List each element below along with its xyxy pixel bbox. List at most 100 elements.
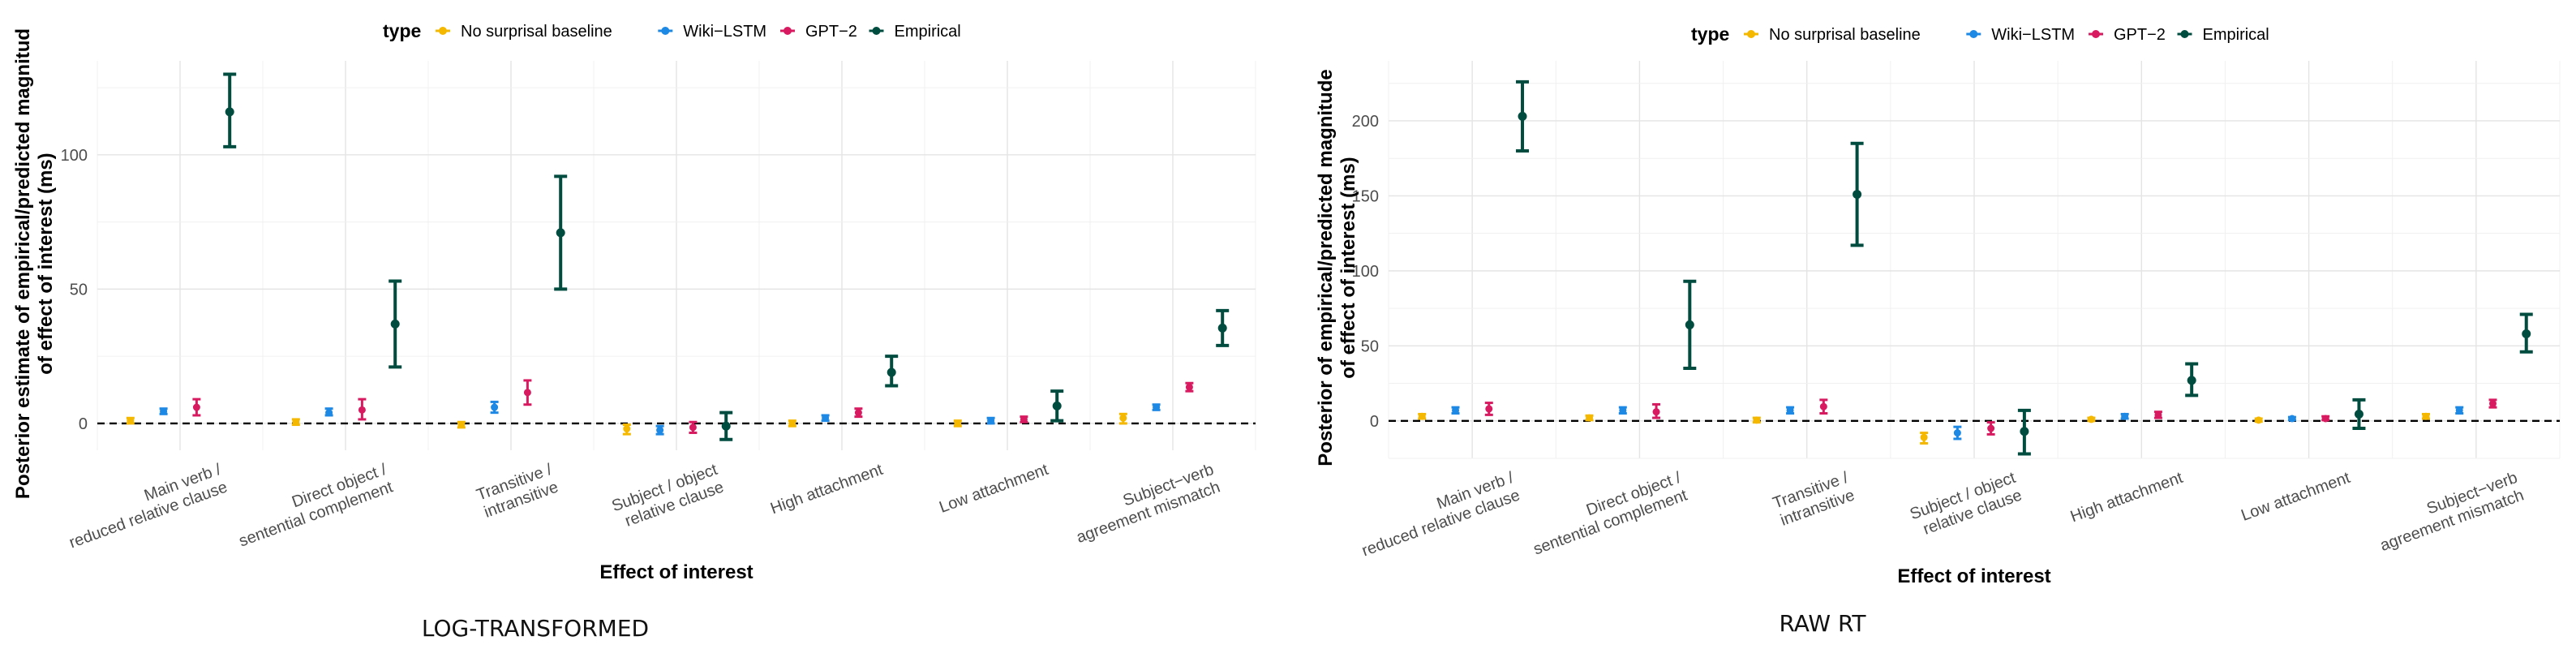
- legend-item: Empirical: [869, 23, 961, 41]
- legend-item: GPT−2: [2089, 26, 2166, 44]
- data-point: [1853, 190, 1862, 200]
- legend-key-dot: [2092, 30, 2100, 38]
- data-point: [2121, 412, 2129, 420]
- data-point: [1619, 406, 1627, 415]
- legend-key-dot: [784, 27, 792, 35]
- data-point: [721, 421, 731, 431]
- data-point: [822, 414, 830, 422]
- data-point: [788, 419, 796, 428]
- y-tick-label: 50: [70, 281, 88, 299]
- data-point: [1119, 414, 1127, 422]
- data-point: [2154, 410, 2162, 419]
- data-point: [2288, 415, 2296, 423]
- data-point: [2422, 412, 2430, 420]
- x-tick-label: High attachment: [768, 461, 886, 518]
- legend-item: GPT−2: [780, 23, 857, 41]
- data-point: [1418, 412, 1426, 420]
- legend-key-dot: [2180, 30, 2189, 38]
- legend-item: No surprisal baseline: [1744, 26, 1921, 44]
- legend-item: Empirical: [2177, 26, 2269, 44]
- legend-title: type: [1691, 24, 1729, 45]
- x-tick-label: Subject / objectrelative clause: [1908, 469, 2024, 541]
- data-point: [854, 409, 862, 417]
- x-tick-label: Subject / objectrelative clause: [609, 461, 726, 533]
- legend-key-dot: [872, 27, 881, 35]
- data-point: [656, 426, 664, 434]
- data-point: [1052, 401, 1062, 410]
- data-point: [887, 367, 896, 377]
- data-point: [390, 319, 400, 329]
- data-point: [954, 419, 962, 428]
- chart-panel-0: 0 50 100 Main verb /reduced relative clause…: [12, 20, 1256, 583]
- data-point: [1819, 402, 1827, 410]
- legend-key-dot: [1747, 30, 1755, 38]
- data-point: [325, 409, 333, 417]
- x-tick-label: Subject−verbagreement mismatch: [1067, 461, 1222, 547]
- data-point: [2087, 415, 2095, 423]
- legend-label: GPT−2: [805, 23, 857, 41]
- x-axis-title: Effect of interest: [1897, 565, 2050, 587]
- data-point: [689, 423, 697, 432]
- data-point: [1185, 383, 1193, 391]
- data-point: [1217, 323, 1227, 333]
- data-point: [1586, 414, 1594, 422]
- x-axis-title: Effect of interest: [599, 561, 753, 583]
- data-point: [1786, 406, 1794, 415]
- x-tick-label: Main verb /reduced relative clause: [61, 461, 230, 552]
- legend-label: Empirical: [895, 23, 961, 41]
- legend-label: No surprisal baseline: [461, 23, 612, 41]
- data-point: [523, 389, 531, 397]
- x-tick-label: Low attachment: [937, 461, 1051, 517]
- data-point: [1518, 111, 1527, 121]
- data-point: [491, 403, 499, 411]
- data-point: [1485, 405, 1493, 413]
- data-point: [2354, 409, 2363, 419]
- data-point: [1953, 429, 1961, 437]
- y-axis-title: Posterior estimate of empirical/predicte…: [12, 28, 57, 499]
- x-tick-label: Main verb /reduced relative clause: [1353, 469, 1522, 561]
- data-point: [457, 421, 466, 429]
- y-tick-label: 0: [1370, 413, 1379, 431]
- data-point: [160, 407, 168, 415]
- data-point: [1452, 406, 1460, 415]
- legend-label: Wiki−LSTM: [683, 23, 766, 41]
- legend-title: type: [383, 20, 421, 41]
- x-tick-label: High attachment: [2068, 469, 2186, 527]
- data-point: [2020, 427, 2029, 436]
- y-tick-label: 100: [1352, 263, 1379, 281]
- y-axis-title: Posterior of empirical/predicted magnitu…: [1315, 69, 1359, 466]
- data-point: [2522, 329, 2531, 339]
- y-tick-label: 0: [79, 415, 88, 433]
- data-point: [2255, 416, 2263, 424]
- legend-label: GPT−2: [2114, 26, 2166, 44]
- legend-item: Wiki−LSTM: [658, 23, 766, 41]
- x-tick-label: Direct object /sentential complement: [230, 461, 396, 551]
- y-tick-label: 50: [1361, 337, 1379, 355]
- legend-key-dot: [439, 27, 447, 35]
- chart-panel-1: 0 50 100 150 200 Main verb /reduced relative …: [1315, 24, 2561, 587]
- legend: type No surprisal baseline Wiki−LSTM GPT−2 E…: [1691, 24, 2269, 45]
- data-point: [192, 403, 200, 411]
- data-point: [1987, 424, 1995, 432]
- legend: type No surprisal baseline Wiki−LSTM GPT−2 E…: [383, 20, 961, 41]
- data-point: [2488, 400, 2497, 408]
- y-tick-label: 200: [1352, 113, 1379, 131]
- data-point: [358, 406, 366, 414]
- data-point: [292, 418, 300, 426]
- panel-caption-right: RAW RT: [1779, 610, 1866, 637]
- data-point: [1920, 433, 1928, 441]
- data-point: [987, 417, 995, 425]
- data-point: [1652, 408, 1660, 416]
- x-tick-label: Transitive /intransitive: [1771, 469, 1857, 531]
- panel-caption-left: LOG-TRANSFORMED: [421, 615, 650, 642]
- legend-key-dot: [1969, 30, 1978, 38]
- x-tick-label: Transitive /intransitive: [474, 461, 561, 522]
- data-point: [225, 107, 234, 117]
- data-point: [1153, 403, 1161, 411]
- data-point: [2187, 376, 2196, 385]
- y-tick-label: 150: [1352, 187, 1379, 205]
- data-point: [623, 425, 631, 433]
- data-point: [1685, 320, 1694, 329]
- legend-label: Wiki−LSTM: [1991, 26, 2075, 44]
